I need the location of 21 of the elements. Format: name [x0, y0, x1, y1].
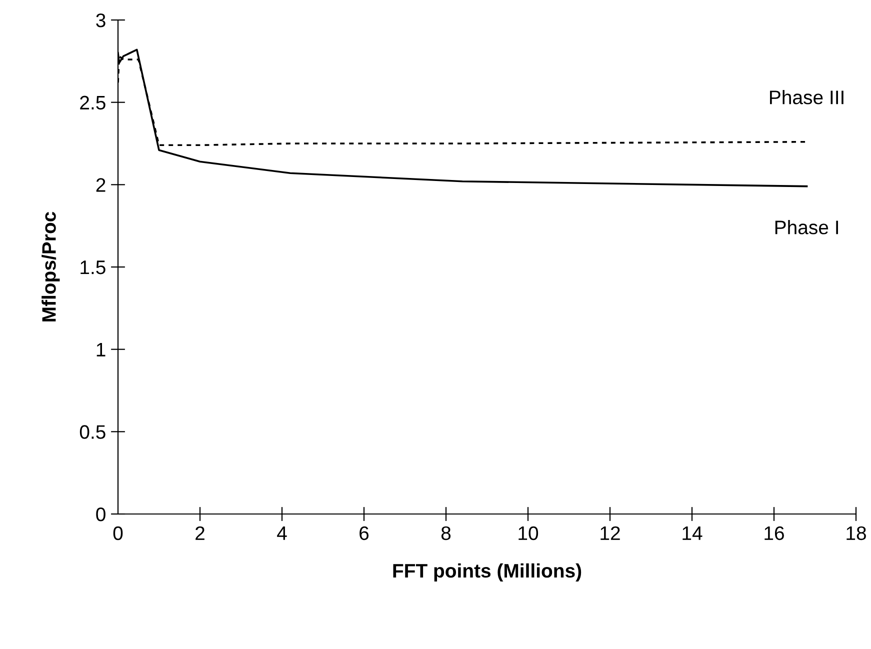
x-tick-label: 0 [113, 526, 123, 540]
x-tick-label: 16 [764, 526, 784, 540]
x-tick-label: 10 [518, 526, 538, 540]
x-tick-label: 2 [196, 526, 204, 540]
y-tick-label: 1 [96, 343, 106, 356]
y-tick-label: 3 [96, 13, 106, 28]
y-tick-label: 1.5 [80, 260, 106, 274]
x-tick-label: 12 [600, 526, 620, 540]
series-label: Phase III [770, 90, 844, 104]
y-tick-label: 2.5 [80, 96, 106, 110]
y-tick-label: 2 [96, 178, 106, 192]
x-tick-label: 18 [846, 526, 866, 540]
x-tick-label: 6 [360, 526, 369, 540]
x-tick-label: 14 [682, 526, 702, 540]
y-tick-label: 0 [96, 507, 106, 522]
x-tick-label: 8 [441, 526, 451, 540]
y-axis-title: Mflops/Proc [42, 212, 60, 322]
series-label: Phase I [775, 220, 838, 234]
y-tick-label: 0.5 [80, 425, 106, 439]
x-tick-label: 4 [277, 526, 287, 540]
x-axis-title: FFT points (Millions) [393, 563, 582, 582]
